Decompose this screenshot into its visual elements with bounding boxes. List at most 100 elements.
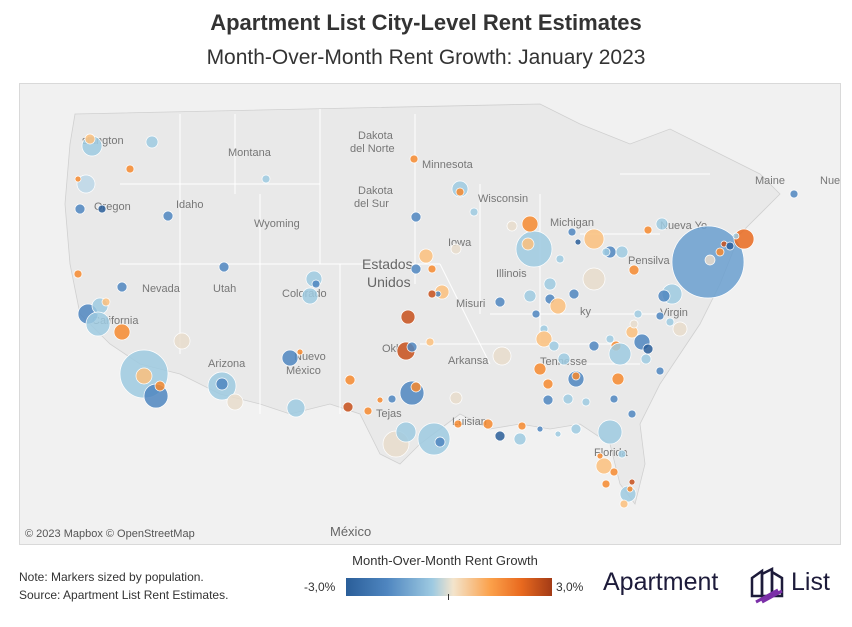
city-marker[interactable] xyxy=(506,220,518,232)
city-marker[interactable] xyxy=(609,394,619,404)
city-marker[interactable] xyxy=(406,341,418,353)
city-marker[interactable] xyxy=(450,243,462,255)
city-marker[interactable] xyxy=(571,371,581,381)
city-marker[interactable] xyxy=(513,432,527,446)
city-marker[interactable] xyxy=(582,267,606,291)
city-marker[interactable] xyxy=(521,237,535,251)
city-marker[interactable] xyxy=(409,154,419,164)
city-marker[interactable] xyxy=(523,289,537,303)
city-marker[interactable] xyxy=(494,430,506,442)
city-marker[interactable] xyxy=(655,217,669,231)
city-marker[interactable] xyxy=(427,264,437,274)
city-marker[interactable] xyxy=(633,309,643,319)
city-marker[interactable] xyxy=(400,309,416,325)
city-marker[interactable] xyxy=(76,174,96,194)
city-marker[interactable] xyxy=(640,353,652,365)
map-canvas[interactable]: shington Montana Dakota del Norte Minnes… xyxy=(20,84,840,544)
city-marker[interactable] xyxy=(261,174,271,184)
city-marker[interactable] xyxy=(665,317,675,327)
city-marker[interactable] xyxy=(482,418,494,430)
city-marker[interactable] xyxy=(469,207,479,217)
city-marker[interactable] xyxy=(597,419,623,445)
city-marker[interactable] xyxy=(615,245,629,259)
city-marker[interactable] xyxy=(515,230,553,268)
city-marker[interactable] xyxy=(725,241,735,251)
city-marker[interactable] xyxy=(596,452,604,460)
city-marker[interactable] xyxy=(531,309,541,319)
city-marker[interactable] xyxy=(555,254,565,264)
city-marker[interactable] xyxy=(296,348,304,356)
city-marker[interactable] xyxy=(376,396,384,404)
city-marker[interactable] xyxy=(395,421,417,443)
city-marker[interactable] xyxy=(410,211,422,223)
city-marker[interactable] xyxy=(608,342,632,366)
city-marker[interactable] xyxy=(542,394,554,406)
city-marker[interactable] xyxy=(548,340,560,352)
city-marker[interactable] xyxy=(549,297,567,315)
city-marker[interactable] xyxy=(342,401,354,413)
city-marker[interactable] xyxy=(494,296,506,308)
city-marker[interactable] xyxy=(554,430,562,438)
city-marker[interactable] xyxy=(215,377,229,391)
city-marker[interactable] xyxy=(311,279,321,289)
city-marker[interactable] xyxy=(657,289,671,303)
city-marker[interactable] xyxy=(125,164,135,174)
city-marker[interactable] xyxy=(627,409,637,419)
city-marker[interactable] xyxy=(732,232,740,240)
city-marker[interactable] xyxy=(655,311,665,321)
city-marker[interactable] xyxy=(542,378,554,390)
city-marker[interactable] xyxy=(226,393,244,411)
city-marker[interactable] xyxy=(536,425,544,433)
city-marker[interactable] xyxy=(425,337,435,347)
city-marker[interactable] xyxy=(543,277,557,291)
city-marker[interactable] xyxy=(145,135,159,149)
city-marker[interactable] xyxy=(557,352,571,366)
city-marker[interactable] xyxy=(628,478,636,486)
city-marker[interactable] xyxy=(74,203,86,215)
city-marker[interactable] xyxy=(574,238,582,246)
city-marker[interactable] xyxy=(583,228,605,250)
city-marker[interactable] xyxy=(626,485,634,493)
city-marker[interactable] xyxy=(74,175,82,183)
city-marker[interactable] xyxy=(85,311,111,337)
city-marker[interactable] xyxy=(427,289,437,299)
city-marker[interactable] xyxy=(286,398,306,418)
city-marker[interactable] xyxy=(449,391,463,405)
city-marker[interactable] xyxy=(605,334,615,344)
city-marker[interactable] xyxy=(116,281,128,293)
city-marker[interactable] xyxy=(595,457,613,475)
city-marker[interactable] xyxy=(434,436,446,448)
city-marker[interactable] xyxy=(581,397,591,407)
city-marker[interactable] xyxy=(655,366,665,376)
city-marker[interactable] xyxy=(492,346,512,366)
city-marker[interactable] xyxy=(73,269,83,279)
map-attribution[interactable]: © 2023 Mapbox © OpenStreetMap xyxy=(25,528,195,540)
city-marker[interactable] xyxy=(733,228,755,250)
city-marker[interactable] xyxy=(84,133,96,145)
city-marker[interactable] xyxy=(453,419,463,429)
city-marker[interactable] xyxy=(568,288,580,300)
city-marker[interactable] xyxy=(601,479,611,489)
city-marker[interactable] xyxy=(672,321,688,337)
city-marker[interactable] xyxy=(715,247,725,257)
city-marker[interactable] xyxy=(173,332,191,350)
city-marker[interactable] xyxy=(535,330,553,348)
city-marker[interactable] xyxy=(562,393,574,405)
city-marker[interactable] xyxy=(629,319,639,329)
city-marker[interactable] xyxy=(588,340,600,352)
city-marker[interactable] xyxy=(135,367,153,385)
city-marker[interactable] xyxy=(789,189,799,199)
city-marker[interactable] xyxy=(642,343,654,355)
city-marker[interactable] xyxy=(281,349,299,367)
city-marker[interactable] xyxy=(601,247,611,257)
city-marker[interactable] xyxy=(218,261,230,273)
city-marker[interactable] xyxy=(619,499,629,509)
city-marker[interactable] xyxy=(567,227,577,237)
city-marker[interactable] xyxy=(455,187,465,197)
city-marker[interactable] xyxy=(570,423,582,435)
city-marker[interactable] xyxy=(410,381,422,393)
city-marker[interactable] xyxy=(418,248,434,264)
city-marker[interactable] xyxy=(162,210,174,222)
city-marker[interactable] xyxy=(344,374,356,386)
city-marker[interactable] xyxy=(704,254,716,266)
